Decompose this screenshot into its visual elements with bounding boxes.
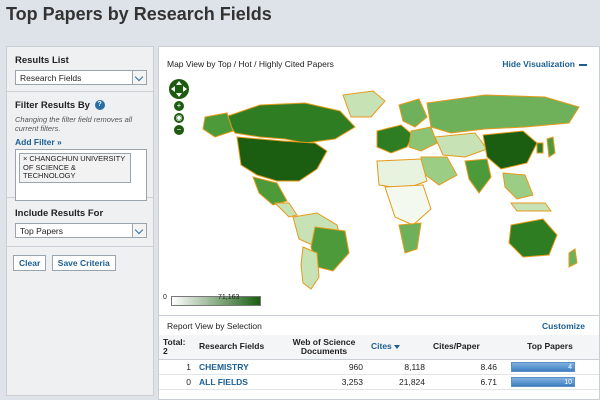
wos-documents-value: 960: [281, 359, 367, 375]
include-section: Include Results For Top Papers: [7, 198, 153, 247]
cites-value: 21,824: [367, 374, 429, 390]
map-region-south-america-south[interactable]: [300, 246, 320, 290]
world-map[interactable]: + ◉ −: [165, 77, 595, 292]
add-filter-link[interactable]: Add Filter »: [15, 137, 62, 147]
sidebar: Results List Research Fields Filter Resu…: [6, 46, 154, 396]
world-map-svg: [202, 90, 580, 290]
main-panel: Map View by Top / Hot / Highly Cited Pap…: [158, 46, 600, 400]
filter-section: Filter Results By ? Changing the filter …: [7, 92, 153, 201]
top-papers-header[interactable]: Top Papers: [501, 335, 599, 360]
pan-arrows-icon: [171, 81, 187, 97]
include-value: Top Papers: [20, 226, 63, 236]
map-region-alaska[interactable]: [202, 112, 234, 138]
map-region-indonesia[interactable]: [510, 202, 552, 212]
report-divider: [159, 315, 599, 316]
map-region-north-africa[interactable]: [376, 158, 428, 190]
map-region-central-america[interactable]: [273, 202, 298, 218]
clear-button[interactable]: Clear: [13, 255, 47, 271]
filter-label-row: Filter Results By ?: [15, 100, 147, 111]
results-list-value: Research Fields: [20, 73, 82, 83]
research-field-link[interactable]: ALL FIELDS: [195, 374, 281, 390]
total-header: Total: 2: [159, 335, 195, 360]
legend-gradient: [171, 296, 261, 306]
close-icon[interactable]: ×: [23, 154, 28, 163]
map-region-western-europe[interactable]: [376, 124, 414, 154]
wos-documents-value: 3,253: [281, 374, 367, 390]
row-index: 1: [159, 359, 195, 375]
table-header-row: Total: 2 Research Fields Web of Science D…: [159, 335, 599, 360]
top-papers-cell: 10: [501, 374, 599, 390]
hide-visualization-label: Hide Visualization: [502, 59, 575, 69]
map-region-southeast-asia[interactable]: [502, 172, 534, 200]
top-papers-bar[interactable]: 4: [511, 361, 575, 372]
sidebar-buttons: Clear Save Criteria: [7, 247, 153, 279]
row-index: 0: [159, 374, 195, 390]
top-papers-bar[interactable]: 10: [511, 376, 575, 387]
top-papers-cell: 4: [501, 359, 599, 375]
table-row: 0 ALL FIELDS 3,253 21,824 6.71 10: [159, 374, 599, 390]
pan-control-icon[interactable]: [169, 79, 189, 99]
total-count: 2: [163, 345, 168, 356]
filter-chip: × CHANGCHUN UNIVERSITY OF SCIENCE & TECHN…: [19, 153, 131, 183]
report-header: Report View by Selection: [167, 321, 262, 331]
cites-header[interactable]: Cites: [367, 335, 429, 360]
help-icon[interactable]: ?: [94, 100, 105, 111]
minus-icon: [579, 63, 587, 66]
include-label: Include Results For: [15, 208, 104, 219]
map-region-eastern-europe[interactable]: [408, 126, 438, 152]
report-table: Total: 2 Research Fields Web of Science D…: [159, 335, 599, 390]
map-region-korea[interactable]: [536, 142, 544, 154]
map-region-south-africa[interactable]: [398, 222, 422, 254]
save-criteria-button[interactable]: Save Criteria: [51, 255, 116, 271]
zoom-out-icon[interactable]: −: [174, 125, 184, 135]
map-region-russia[interactable]: [426, 94, 580, 134]
cites-header-label: Cites: [371, 341, 392, 352]
map-region-brazil[interactable]: [310, 226, 350, 272]
total-label: Total:: [163, 336, 186, 347]
map-region-australia[interactable]: [508, 218, 558, 258]
zoom-in-icon[interactable]: +: [174, 101, 184, 111]
legend-min: 0: [163, 294, 167, 301]
filter-box: × CHANGCHUN UNIVERSITY OF SCIENCE & TECHN…: [15, 149, 147, 201]
chevron-down-icon[interactable]: [132, 224, 146, 237]
map-region-usa[interactable]: [236, 136, 328, 182]
map-region-china[interactable]: [482, 130, 538, 170]
cites-per-paper-header[interactable]: Cites/Paper: [429, 335, 501, 360]
map-region-scandinavia[interactable]: [398, 98, 428, 128]
top-papers-value: 4: [568, 363, 572, 371]
cites-per-paper-value: 8.46: [429, 359, 501, 375]
sort-desc-icon: [393, 345, 400, 349]
research-field-link[interactable]: CHEMISTRY: [195, 359, 281, 375]
results-list-label: Results List: [15, 55, 69, 66]
top-papers-value: 10: [564, 378, 572, 386]
map-header: Map View by Top / Hot / Highly Cited Pap…: [167, 59, 334, 69]
map-region-canada[interactable]: [224, 102, 356, 144]
map-region-greenland[interactable]: [342, 90, 386, 118]
legend-max: 71,163: [218, 294, 240, 301]
map-nav-controls: + ◉ −: [169, 79, 189, 137]
customize-link[interactable]: Customize: [542, 321, 585, 331]
include-select[interactable]: Top Papers: [15, 223, 147, 238]
research-fields-header[interactable]: Research Fields: [195, 335, 281, 360]
hide-visualization-link[interactable]: Hide Visualization: [502, 59, 587, 69]
wos-documents-header[interactable]: Web of Science Documents: [281, 335, 367, 360]
page-title: Top Papers by Research Fields: [6, 4, 272, 24]
map-region-japan[interactable]: [546, 136, 556, 158]
globe-icon[interactable]: ◉: [174, 113, 184, 123]
map-region-central-asia[interactable]: [434, 132, 488, 158]
cites-value: 8,118: [367, 359, 429, 375]
table-row: 1 CHEMISTRY 960 8,118 8.46 4: [159, 359, 599, 375]
results-list-select[interactable]: Research Fields: [15, 70, 147, 85]
cites-per-paper-value: 6.71: [429, 374, 501, 390]
chevron-down-icon[interactable]: [132, 71, 146, 84]
title-bar: Top Papers by Research Fields: [0, 0, 600, 40]
filter-label: Filter Results By: [15, 100, 90, 111]
filter-hint: Changing the filter field removes all cu…: [15, 115, 133, 133]
map-region-india[interactable]: [464, 158, 492, 194]
map-region-new-zealand[interactable]: [568, 248, 578, 268]
map-region-central-africa[interactable]: [384, 184, 432, 226]
results-list-section: Results List Research Fields: [7, 47, 153, 92]
filter-chip-label: CHANGCHUN UNIVERSITY OF SCIENCE & TECHNO…: [23, 154, 126, 180]
